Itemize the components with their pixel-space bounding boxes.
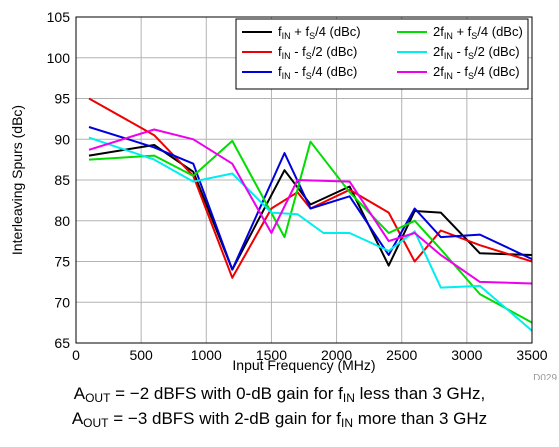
legend: fIN + fS/4 (dBc) fIN - fS/2 (dBc) fIN - fS… — [235, 18, 529, 90]
y-tick-label: 90 — [54, 131, 70, 147]
y-axis-label: Interleaving Spurs (dBc) — [9, 105, 25, 255]
y-tick-label: 100 — [47, 50, 71, 66]
series-line — [88, 128, 533, 285]
x-tick-label: 0 — [72, 347, 80, 363]
x-tick-label: 500 — [129, 347, 153, 363]
x-tick-label: 2000 — [321, 347, 352, 363]
x-tick-label: 3000 — [451, 347, 482, 363]
x-tick-label: 1500 — [256, 347, 287, 363]
legend-label: fIN - fS/4 (dBc) — [278, 64, 357, 81]
series-line — [88, 136, 533, 332]
y-tick-label: 75 — [54, 254, 70, 270]
caption-line-1: AOUT = −2 dBFS with 0-dB gain for fIN le… — [73, 384, 486, 405]
figure-id: D029 — [533, 373, 557, 380]
series-line — [88, 139, 533, 324]
tick-labels: 0 500 1000 1500 2000 2500 3000 3500 65 70 75 80 85 90… — [47, 9, 548, 363]
series-line — [88, 126, 533, 271]
spur-chart: 0 500 1000 1500 2000 2500 3000 3500 65 70 75 80 85 90… — [9, 9, 557, 380]
x-tick-label: 3500 — [516, 347, 547, 363]
series-line — [88, 144, 533, 271]
plot-frame — [75, 16, 533, 344]
x-tick-label: 1000 — [191, 347, 222, 363]
caption-line-2: AOUT = −3 dBFS with 2-dB gain for fIN mo… — [71, 409, 488, 430]
y-tick-label: 105 — [47, 9, 71, 25]
series-lines — [88, 97, 533, 332]
y-tick-label: 95 — [54, 91, 70, 107]
y-tick-label: 80 — [54, 213, 70, 229]
x-tick-label: 2500 — [386, 347, 417, 363]
y-tick-label: 70 — [54, 294, 70, 310]
legend-label: 2fIN - fS/4 (dBc) — [433, 64, 520, 81]
legend-label: fIN - fS/2 (dBc) — [278, 44, 357, 61]
legend-label: fIN + fS/4 (dBc) — [278, 24, 361, 41]
y-tick-label: 85 — [54, 172, 70, 188]
legend-box — [235, 18, 529, 90]
legend-label: 2fIN + fS/4 (dBc) — [433, 24, 523, 41]
x-axis-label: Input Frequency (MHz) — [232, 357, 375, 373]
legend-label: 2fIN - fS/2 (dBc) — [433, 44, 520, 61]
series-line — [88, 97, 533, 279]
y-tick-label: 65 — [54, 335, 70, 351]
